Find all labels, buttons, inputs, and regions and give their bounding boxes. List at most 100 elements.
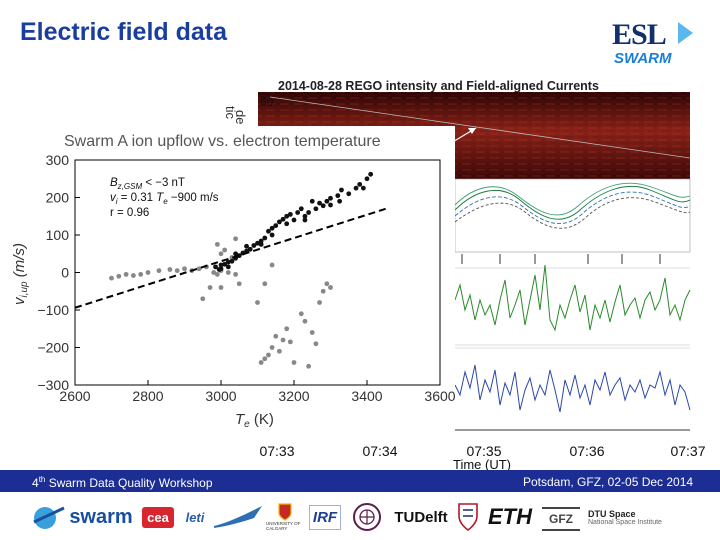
footer-text: Swarm Data Quality Workshop [45,476,213,490]
fac-curve-1 [454,186,691,220]
esa-globe-icon [33,506,65,529]
scatter-point [328,285,333,290]
annotation-condition: Bz,GSM < −3 nT [110,177,185,191]
aurora-arrow-head-icon [468,128,476,134]
tu-delft-logo: TUDelft [394,508,448,526]
event-ticks [461,254,661,264]
scatter-point [291,217,297,223]
scatter-point [262,235,268,241]
scatter-point [364,176,370,182]
scatter-point [335,193,341,199]
time-tick-label: 07:36 [569,443,604,459]
scatter-point [273,223,279,229]
time-tick-label: 07:37 [670,443,705,459]
scatter-point [214,241,220,247]
aircraft-logo [212,501,264,533]
scatter-point [324,198,330,204]
scatter-point [145,270,151,275]
x-tick-label: 3000 [205,388,236,404]
footer-location-date: Potsdam, GFZ, 02-05 Dec 2014 [523,475,694,489]
scatter-point [225,270,231,275]
y-tick-label: 300 [46,152,70,168]
scatter-point [306,363,311,369]
scatter-point [317,300,322,305]
y-tick-label: 0 [61,265,69,281]
scatter-point [339,187,344,193]
scatter-point [280,337,286,343]
scatter-point [218,285,224,290]
time-tick-label: 07:33 [259,443,294,459]
background-ylabel-fragment-2: de [233,110,248,124]
calgary-logo-text: UNIVERSITY OF CALGARY [266,521,301,531]
scatter-point [229,255,235,260]
scatter-point [309,198,315,204]
scatter-point [291,360,297,365]
scatter-point [298,206,304,212]
x-axis-label: Te (K) [235,411,274,430]
scatter-point [357,181,363,187]
scatter-point [258,238,264,244]
scatter-point [258,241,264,247]
scatter-point [284,326,290,332]
scatter-point [109,275,114,281]
scatter-point [328,202,333,208]
scatter-point [284,221,290,227]
scatter-point [269,345,275,350]
scatter-point [302,318,308,324]
green-trace [454,264,691,332]
scatter-point [280,216,286,222]
annotation-correlation: r = 0.96 [110,207,149,219]
scatter-point [328,195,333,201]
x-tick-label: 2800 [132,388,163,404]
scatter-point [269,225,275,231]
fac-curves [454,182,691,229]
x-tick-label: 3200 [278,388,309,404]
cea-logo: cea [140,501,176,533]
esl-logo-subtext: SWARM [614,50,672,67]
scatter-point [324,281,330,287]
scatter-chart-title: Swarm A ion upflow vs. electron temperat… [64,133,381,150]
scatter-point [225,259,231,265]
scatter-point [368,171,374,177]
background-figure: 2014-08-28 REGO intensity and Field-alig… [223,79,706,470]
scatter-point [353,185,359,191]
time-axis-label: Time (UT) [453,457,511,470]
scatter-point [200,296,206,302]
dtu-space-text: DTU Space [588,508,636,519]
satellite-track-line [269,96,691,159]
scatter-point [302,213,308,219]
gfz-logo: GFZ [542,507,580,531]
time-tick-labels: 07:33 07:34 07:35 07:36 07:37 [259,443,705,459]
scatter-chart-background [58,126,455,396]
y-axis-label: vi,up (m/s) [11,243,30,305]
scatter-point [266,228,271,234]
scatter-point [174,268,180,274]
y-tick-label: −200 [37,340,69,356]
scatter-point [309,330,315,335]
scatter-point [255,240,260,246]
background-ylabel-fragment-1: tic [223,106,238,120]
scatter-point [269,232,275,238]
scatter-point [287,339,293,345]
scatter-point [287,211,293,217]
scatter-point [218,251,224,257]
scatter-point [225,264,231,270]
x-tick-label: 2600 [59,388,90,404]
y-tick-label: 100 [46,227,70,243]
x-tick-label: 3600 [424,388,455,404]
university-calgary-logo: UNIVERSITY OF CALGARY [266,501,304,533]
scatter-point [211,270,217,275]
scatter-point [295,210,301,215]
fac-curve-4 [454,197,691,229]
scatter-point [269,262,275,268]
swarm-logo: swarm [69,505,133,528]
scatter-point [262,356,268,362]
cea-logo-text: cea [142,506,174,528]
scatter-points [109,171,374,369]
scatter-point [255,300,260,305]
scatter-point [302,217,308,223]
aircraft-icon [214,506,262,528]
time-tick-label: 07:35 [466,443,501,459]
partner-logo-strip: swarm cea leti UNIVERSITY OF CALGARY IRF… [0,496,720,540]
x-axis-ticks: 2600 2800 3000 3200 3400 3600 [59,380,456,404]
